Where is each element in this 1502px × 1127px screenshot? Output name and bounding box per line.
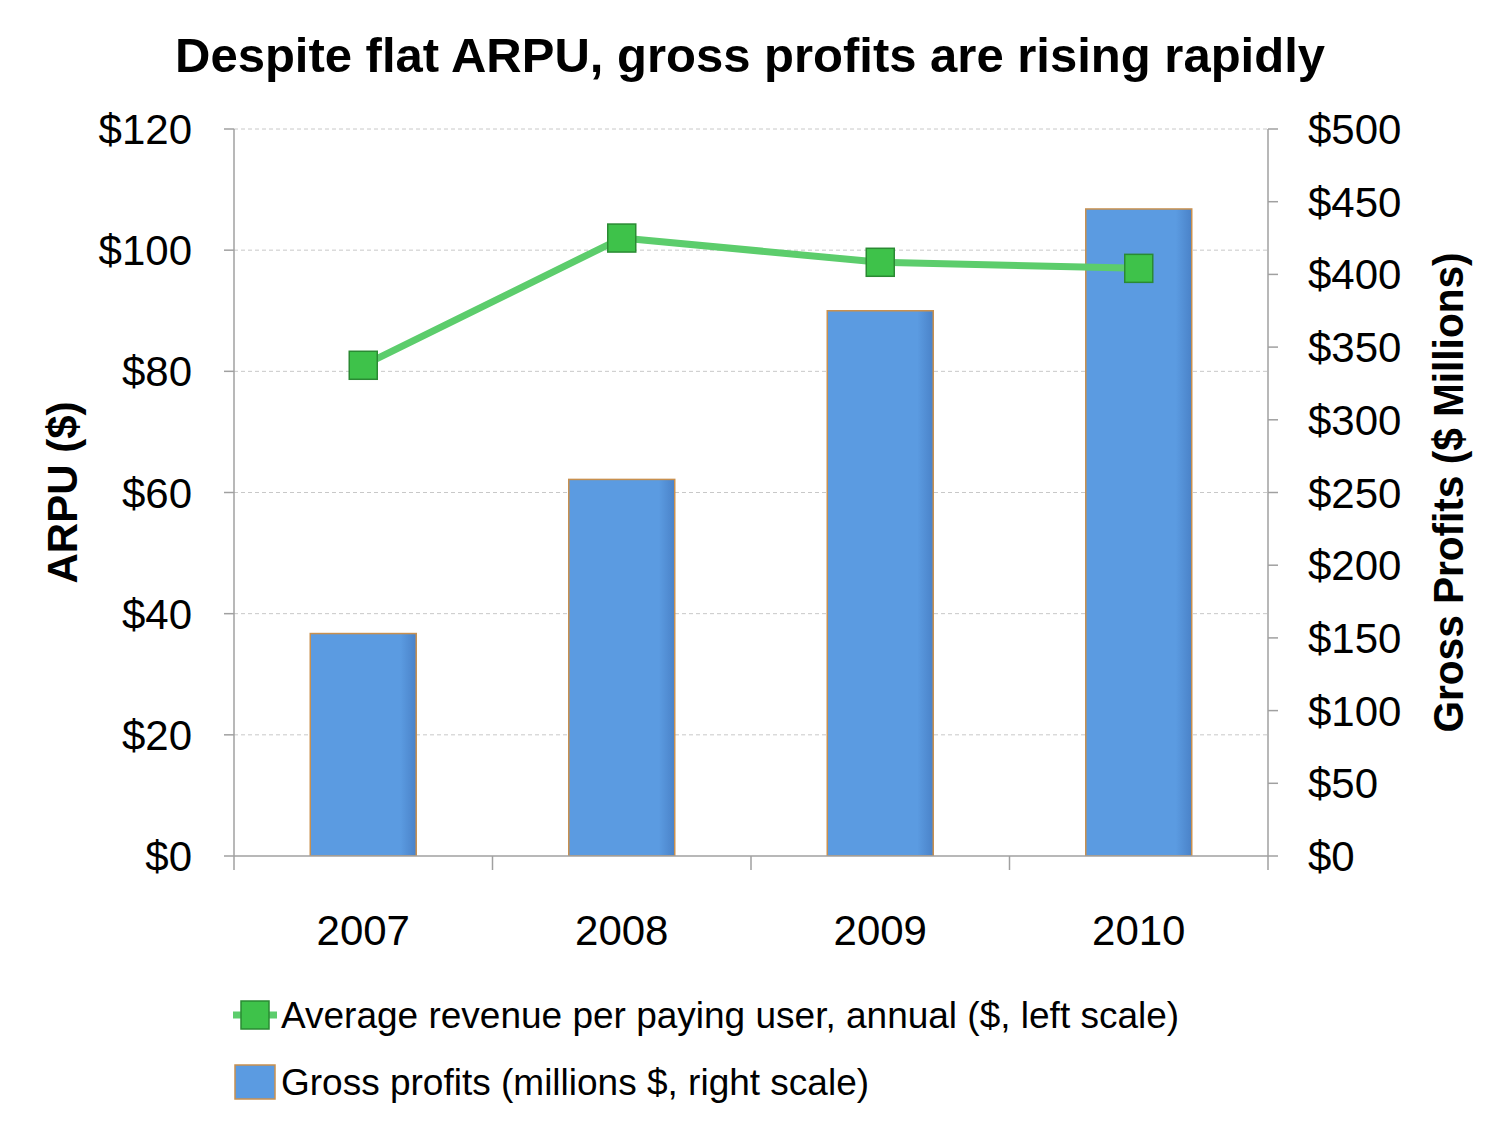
legend-label: Gross profits (millions $, right scale) — [281, 1062, 869, 1103]
y-tick-label: $0 — [145, 833, 192, 880]
bar — [1086, 209, 1192, 856]
y2-tick — [1268, 128, 1278, 130]
y2-tick-label: $100 — [1308, 688, 1401, 735]
x-tick — [750, 856, 752, 870]
legend: Average revenue per paying user, annual … — [233, 995, 1179, 1103]
y-tick-label: $80 — [122, 348, 192, 395]
line — [363, 238, 1139, 365]
y-tick-label: $120 — [99, 106, 192, 153]
marker — [1125, 254, 1153, 282]
y-tick-label: $20 — [122, 712, 192, 759]
x-tick — [1009, 856, 1011, 870]
x-tick — [492, 856, 494, 870]
y2-tick-label: $300 — [1308, 397, 1401, 444]
bar — [569, 479, 675, 856]
y-tick — [224, 371, 234, 373]
y2-tick-label: $350 — [1308, 324, 1401, 371]
legend-label: Average revenue per paying user, annual … — [281, 995, 1179, 1036]
x-tick-label: 2008 — [575, 907, 668, 954]
y-tick — [224, 613, 234, 615]
title: Despite flat ARPU, gross profits are ris… — [175, 29, 1325, 82]
marker — [608, 224, 636, 252]
marker — [349, 351, 377, 379]
y-tick — [224, 855, 234, 857]
x-tick — [233, 856, 235, 870]
y-tick-label: $60 — [122, 470, 192, 517]
y2-tick-label: $450 — [1308, 179, 1401, 226]
y2-tick-label: $400 — [1308, 251, 1401, 298]
y2-tick — [1268, 855, 1278, 857]
y2-tick — [1268, 637, 1278, 639]
legend-marker — [241, 1001, 269, 1029]
x-tick-label: 2007 — [317, 907, 410, 954]
y-tick — [224, 492, 234, 494]
plot-area — [310, 209, 1191, 856]
y2-axis — [1267, 129, 1269, 856]
y2-tick — [1268, 274, 1278, 276]
y2-tick — [1268, 201, 1278, 203]
y2-tick — [1268, 783, 1278, 785]
bar — [310, 634, 416, 856]
x-tick-label: 2009 — [834, 907, 927, 954]
y2-tick-label: $200 — [1308, 542, 1401, 589]
y2-tick — [1268, 492, 1278, 494]
y2-tick — [1268, 346, 1278, 348]
y2-tick — [1268, 710, 1278, 712]
grid-line — [234, 129, 1268, 130]
y-tick — [224, 734, 234, 736]
x-tick — [1267, 856, 1269, 870]
y-tick — [224, 249, 234, 251]
y2-tick-label: $500 — [1308, 106, 1401, 153]
y-tick — [224, 128, 234, 130]
y2-tick — [1268, 419, 1278, 421]
y-tick-label: $40 — [122, 591, 192, 638]
y2-tick-label: $50 — [1308, 760, 1378, 807]
y2-tick-label: $0 — [1308, 833, 1355, 880]
bar — [827, 311, 933, 856]
y-axis — [233, 129, 235, 856]
legend-swatch — [235, 1065, 275, 1099]
marker — [866, 248, 894, 276]
y2-tick-label: $250 — [1308, 470, 1401, 517]
chart: Despite flat ARPU, gross profits are ris… — [0, 0, 1502, 1127]
y-tick-label: $100 — [99, 227, 192, 274]
y2-tick — [1268, 564, 1278, 566]
x-tick-label: 2010 — [1092, 907, 1185, 954]
y-axis-title: ARPU ($) — [39, 401, 86, 583]
y2-tick-label: $150 — [1308, 615, 1401, 662]
y2-axis-title: Gross Profits ($ Millions) — [1425, 253, 1472, 733]
